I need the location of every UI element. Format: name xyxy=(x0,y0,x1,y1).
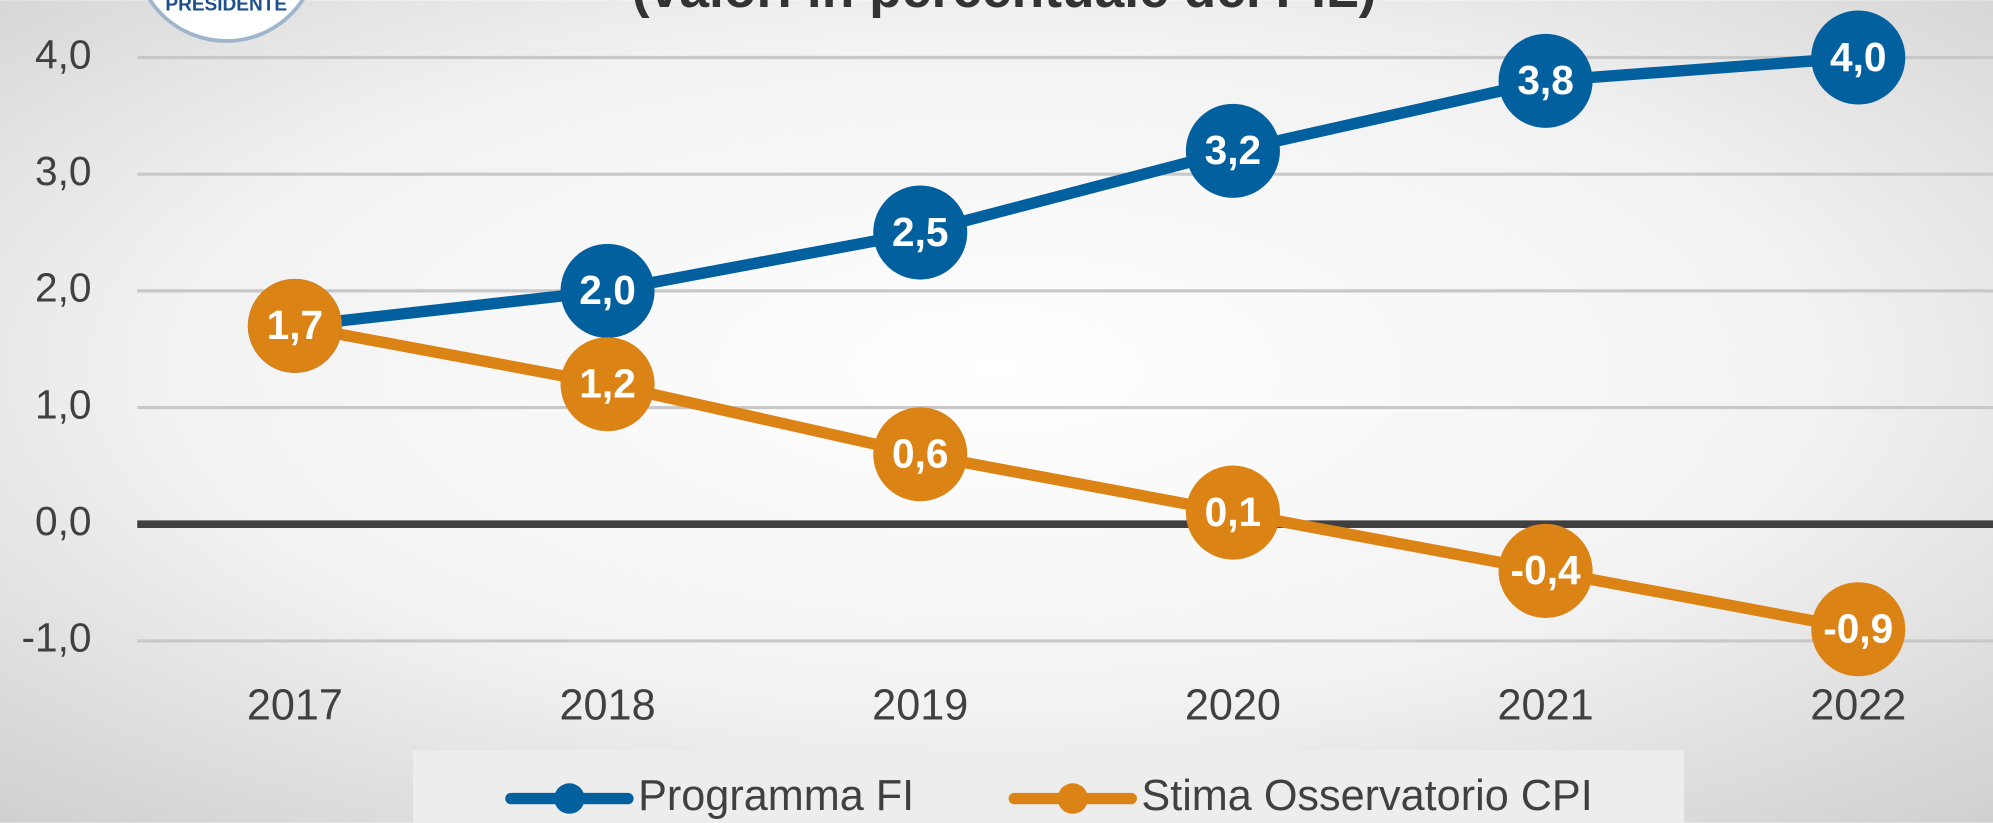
data-point xyxy=(1811,582,1906,677)
y-tick-label: -1,0 xyxy=(21,615,91,661)
data-label: -0,9 xyxy=(1823,606,1893,652)
x-tick-label: 2019 xyxy=(872,682,968,730)
data-label: 4,0 xyxy=(1830,34,1887,80)
legend-label: Stima Osservatorio CPI xyxy=(1141,772,1592,820)
data-label: 2,0 xyxy=(579,267,636,313)
logo: PRESIDENTE xyxy=(147,0,305,43)
data-point xyxy=(560,337,655,432)
y-tick-label: 3,0 xyxy=(35,148,92,194)
x-tick-label: 2018 xyxy=(559,682,655,730)
series-line xyxy=(293,320,1860,635)
x-tick-label: 2020 xyxy=(1185,682,1281,730)
y-tick-label: 1,0 xyxy=(35,381,92,427)
data-point xyxy=(873,407,968,502)
data-label: 3,8 xyxy=(1517,57,1574,103)
logo-text: PRESIDENTE xyxy=(165,0,287,15)
data-point xyxy=(873,185,968,280)
logo-circle xyxy=(147,0,305,43)
data-point xyxy=(1498,523,1593,618)
data-point xyxy=(1811,10,1906,105)
y-tick-label: 0,0 xyxy=(35,498,92,544)
legend-marker xyxy=(1057,783,1089,814)
x-tick-label: 2017 xyxy=(247,682,343,730)
data-label: 1,2 xyxy=(579,361,636,407)
data-point xyxy=(560,243,655,338)
data-point xyxy=(1498,33,1593,128)
legend-marker xyxy=(554,783,585,814)
series-line xyxy=(294,51,1859,332)
y-tick-label: 4,0 xyxy=(35,31,92,77)
y-tick-label: 2,0 xyxy=(35,265,92,311)
data-label: 2,5 xyxy=(892,209,949,255)
data-point xyxy=(247,278,342,373)
data-label: 0,6 xyxy=(892,431,949,477)
legend-item: Stima Osservatorio CPI xyxy=(1008,772,1593,820)
data-label: 0,1 xyxy=(1205,489,1262,535)
legend-box xyxy=(413,750,1685,823)
legend-label: Programma FI xyxy=(638,772,914,820)
legend-item: Programma FI xyxy=(505,772,914,820)
data-label: -0,4 xyxy=(1511,547,1581,593)
data-point xyxy=(1185,103,1280,198)
x-tick-label: 2022 xyxy=(1810,682,1906,730)
data-label: 1,7 xyxy=(267,302,324,348)
data-label: 3,2 xyxy=(1205,127,1262,173)
x-tick-label: 2021 xyxy=(1498,682,1594,730)
data-point xyxy=(1185,465,1280,560)
chart-title: (valori in percentuale del PIL) xyxy=(632,0,1376,19)
